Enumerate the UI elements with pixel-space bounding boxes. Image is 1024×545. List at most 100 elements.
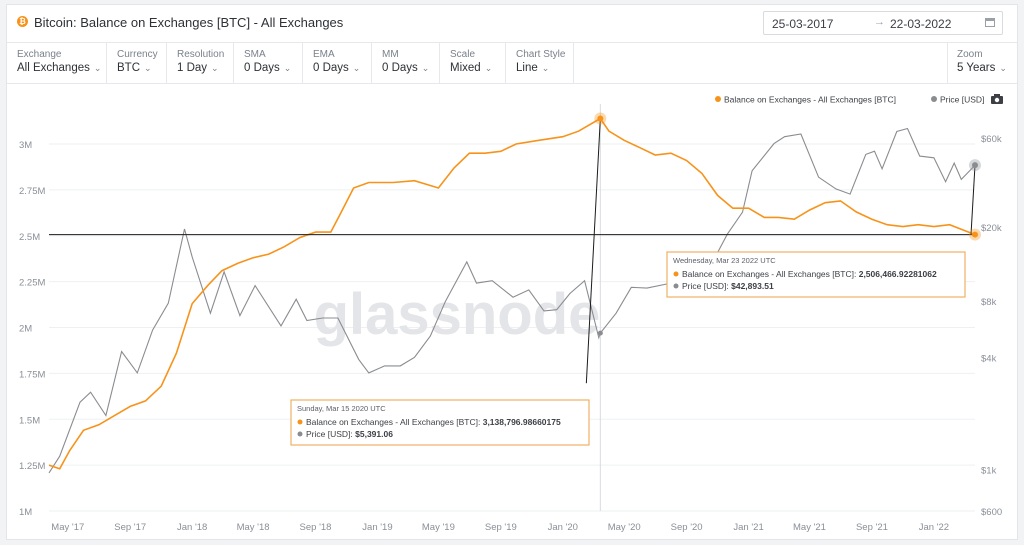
- x-tick: Jan '22: [919, 522, 949, 533]
- tooltip-balance: Balance on Exchanges - All Exchanges [BT…: [682, 269, 937, 279]
- chart-area[interactable]: glassnode 3M 2.75M 2.5M 2.25M 2M 1.75M 1.5M 1.2…: [7, 84, 1017, 545]
- watermark: glassnode: [314, 282, 601, 347]
- connector-line: [585, 118, 601, 384]
- y-left-tick: 1M: [19, 507, 32, 518]
- chevron-down-icon: ⌄: [93, 63, 102, 73]
- x-tick: May '21: [793, 522, 826, 533]
- series-balance-line: [48, 117, 976, 470]
- x-tick: Jan '18: [177, 522, 207, 533]
- control-scale[interactable]: Scale Mixed ⌄: [440, 43, 506, 83]
- y-right-tick: $8k: [981, 297, 997, 308]
- control-value: All Exchanges: [17, 62, 90, 74]
- control-chart-style[interactable]: Chart Style Line ⌄: [506, 43, 574, 83]
- control-zoom[interactable]: Zoom 5 Years ⌄: [947, 43, 1017, 83]
- chevron-down-icon: ⌄: [283, 63, 292, 73]
- date-range-picker[interactable]: 25-03-2017 → 22-03-2022: [763, 11, 1003, 35]
- date-to[interactable]: 22-03-2022: [890, 17, 952, 31]
- y-right-tick: $20k: [981, 223, 1002, 234]
- control-resolution[interactable]: Resolution 1 Day ⌄: [167, 43, 234, 83]
- grid: [49, 143, 975, 512]
- control-label: Chart Style: [516, 49, 566, 60]
- x-tick: May '19: [422, 522, 455, 533]
- control-label: Zoom: [957, 49, 983, 60]
- chevron-down-icon: ⌄: [999, 63, 1007, 73]
- connector-line: [970, 165, 976, 235]
- chevron-down-icon: ⌄: [421, 63, 430, 73]
- y-right-tick: $60k: [981, 134, 1002, 145]
- control-exchange[interactable]: Exchange All Exchanges ⌄: [7, 43, 107, 83]
- legend-item: Balance on Exchanges - All Exchanges [BT…: [724, 95, 896, 105]
- series-lines: [48, 117, 976, 474]
- control-currency[interactable]: Currency BTC ⌄: [107, 43, 167, 83]
- tooltip-price: Price [USD]: $42,893.51: [682, 281, 774, 291]
- chart-svg[interactable]: glassnode 3M 2.75M 2.5M 2.25M 2M 1.75M 1.5M 1.2…: [7, 84, 1017, 540]
- legend-swatch: [715, 96, 721, 102]
- tooltip-price: Price [USD]: $5,391.06: [306, 429, 393, 439]
- crosshair: [49, 104, 981, 511]
- chevron-down-icon: ⌄: [144, 63, 152, 73]
- camera-icon[interactable]: [991, 94, 1003, 104]
- control-value: 1 Day: [177, 62, 208, 74]
- tooltip-date: Wednesday, Mar 23 2022 UTC: [673, 256, 776, 265]
- y-left-tick: 1.75M: [19, 369, 45, 380]
- control-label: MM: [382, 49, 399, 60]
- control-value: 5 Years: [957, 62, 996, 74]
- date-from[interactable]: 25-03-2017: [772, 17, 834, 31]
- x-tick: Jan '19: [362, 522, 392, 533]
- y-left-tick: 2.5M: [19, 232, 40, 243]
- marker-price: [597, 330, 603, 336]
- legend: Balance on Exchanges - All Exchanges [BT…: [715, 95, 984, 105]
- bitcoin-icon: ₿: [17, 16, 28, 27]
- chart-controls: Exchange All Exchanges ⌄ Currency BTC ⌄ Re…: [7, 43, 1017, 84]
- x-tick: May '20: [608, 522, 641, 533]
- tooltip-swatch: [297, 431, 303, 437]
- x-tick: Sep '18: [300, 522, 332, 533]
- control-value: Mixed: [450, 62, 481, 74]
- y-left-tick: 1.5M: [19, 415, 40, 426]
- x-tick: Jan '21: [733, 522, 763, 533]
- legend-item: Price [USD]: [940, 95, 984, 105]
- marker-balance: [972, 231, 978, 238]
- y-axis-right: $60k $20k $8k $4k $1k $600: [981, 134, 1002, 518]
- control-label: EMA: [313, 49, 335, 60]
- y-left-tick: 2M: [19, 324, 32, 335]
- chevron-down-icon: ⌄: [541, 63, 550, 73]
- chevron-down-icon: ⌄: [484, 63, 493, 73]
- tooltip-swatch: [297, 419, 303, 425]
- control-label: Scale: [450, 49, 476, 60]
- y-left-tick: 2.75M: [19, 186, 45, 197]
- y-right-tick: $1k: [981, 466, 997, 477]
- control-sma[interactable]: SMA 0 Days ⌄: [234, 43, 303, 83]
- x-tick: Sep '19: [485, 522, 517, 533]
- control-label: SMA: [244, 49, 266, 60]
- x-tick: May '18: [237, 522, 270, 533]
- control-value: 0 Days: [382, 62, 418, 74]
- y-left-tick: 1.25M: [19, 461, 45, 472]
- control-label: Currency: [117, 49, 158, 60]
- x-tick: Sep '21: [856, 522, 888, 533]
- control-value: 0 Days: [313, 62, 349, 74]
- tooltip-swatch: [673, 283, 679, 289]
- chevron-down-icon: ⌄: [352, 63, 361, 73]
- control-ema[interactable]: EMA 0 Days ⌄: [303, 43, 372, 83]
- tooltip-box: [666, 251, 966, 298]
- x-tick: Sep '20: [671, 522, 703, 533]
- y-left-tick: 2.25M: [19, 278, 45, 289]
- chart-header: ₿ Bitcoin: Balance on Exchanges [BTC] - …: [7, 5, 1017, 43]
- x-axis: May '17 Sep '17 Jan '18 May '18 Sep '18 Jan '…: [51, 522, 949, 533]
- tooltips: Sunday, Mar 15 2020 UTC Balance on Exchan…: [290, 251, 966, 446]
- arrow-right-icon: →: [874, 16, 885, 28]
- x-tick: Jan '20: [548, 522, 578, 533]
- calendar-icon[interactable]: [985, 18, 995, 27]
- control-label: Resolution: [177, 49, 225, 60]
- tooltip-date: Sunday, Mar 15 2020 UTC: [297, 404, 386, 413]
- y-right-tick: $4k: [981, 353, 997, 364]
- control-value: Line: [516, 62, 538, 74]
- chart-card: ₿ Bitcoin: Balance on Exchanges [BTC] - …: [6, 4, 1018, 540]
- y-right-tick: $600: [981, 507, 1002, 518]
- x-tick: Sep '17: [114, 522, 146, 533]
- chart-title: Bitcoin: Balance on Exchanges [BTC] - Al…: [34, 15, 344, 30]
- series-price-line: [48, 127, 976, 474]
- y-axis-left: 3M 2.75M 2.5M 2.25M 2M 1.75M 1.5M 1.25M 1M: [19, 140, 45, 518]
- control-mm[interactable]: MM 0 Days ⌄: [372, 43, 440, 83]
